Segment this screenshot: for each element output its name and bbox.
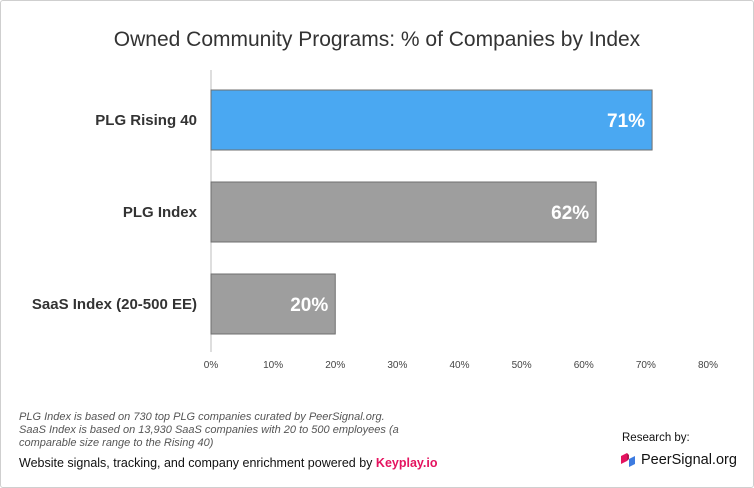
category-label: SaaS Index (20-500 EE) — [32, 296, 197, 313]
peersignal-logo-icon — [621, 453, 635, 467]
x-tick-label: 70% — [636, 360, 656, 371]
chart-title: Owned Community Programs: % of Companies… — [113, 28, 641, 51]
research-by-label: Research by: — [622, 432, 690, 444]
x-tick-label: 60% — [574, 360, 594, 371]
powered-by-text: Website signals, tracking, and company e… — [19, 456, 438, 470]
x-tick-label: 80% — [698, 360, 718, 371]
x-tick-label: 30% — [387, 360, 407, 371]
x-tick-label: 20% — [325, 360, 345, 371]
x-tick-label: 50% — [512, 360, 532, 371]
powered-by-label: Website signals, tracking, and company e… — [19, 456, 373, 470]
data-label: 20% — [290, 295, 328, 316]
bar — [210, 273, 336, 335]
peersignal-logo[interactable]: PeerSignal.org — [620, 452, 737, 468]
bar — [210, 181, 597, 243]
keyplay-link[interactable]: Keyplay.io — [375, 456, 438, 470]
note-line: comparable size range to the Rising 40) — [19, 437, 214, 449]
note-line: PLG Index is based on 730 top PLG compan… — [19, 411, 385, 423]
note-line: SaaS Index is based on 13,930 SaaS compa… — [19, 424, 399, 436]
bar-chart: PLG Rising 40 71% PLG Index 62% SaaS Index (… — [32, 70, 718, 371]
data-label: 71% — [607, 111, 645, 132]
peersignal-logo-text: PeerSignal.org — [641, 452, 737, 468]
x-tick-label: 40% — [449, 360, 469, 371]
methodology-notes: PLG Index is based on 730 top PLG compan… — [19, 411, 439, 450]
x-tick-label: 0% — [204, 360, 219, 371]
category-label: PLG Rising 40 — [95, 112, 197, 129]
bar — [210, 89, 653, 151]
data-label: 62% — [551, 203, 589, 224]
category-label: PLG Index — [123, 204, 198, 221]
x-tick-label: 10% — [263, 360, 283, 371]
